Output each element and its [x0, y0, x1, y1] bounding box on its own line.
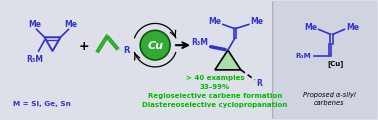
- Text: Me: Me: [208, 17, 222, 26]
- Text: +: +: [79, 40, 90, 53]
- Text: Cu: Cu: [147, 41, 163, 51]
- Text: > 40 examples: > 40 examples: [186, 75, 244, 81]
- Text: 33–99%: 33–99%: [200, 84, 230, 90]
- Text: R₃M: R₃M: [192, 38, 208, 47]
- Text: Me: Me: [304, 23, 317, 32]
- Text: Me: Me: [28, 20, 41, 29]
- Text: Diastereoselective cyclopropanation: Diastereoselective cyclopropanation: [142, 102, 288, 108]
- Text: carbenes: carbenes: [314, 100, 345, 106]
- Text: Proposed α-silyl: Proposed α-silyl: [303, 92, 356, 98]
- Text: Regioselective carbene formation: Regioselective carbene formation: [148, 93, 282, 99]
- Text: M = Si, Ge, Sn: M = Si, Ge, Sn: [12, 102, 71, 108]
- Text: Me: Me: [250, 17, 263, 26]
- Text: Me: Me: [346, 23, 359, 32]
- Text: Me: Me: [64, 20, 77, 29]
- Text: R: R: [123, 46, 130, 55]
- FancyBboxPatch shape: [273, 0, 378, 120]
- Text: R₃M: R₃M: [26, 54, 43, 63]
- Polygon shape: [215, 50, 241, 70]
- FancyBboxPatch shape: [0, 0, 277, 120]
- Text: R: R: [256, 79, 262, 88]
- Circle shape: [140, 30, 170, 60]
- Text: R₃M: R₃M: [296, 53, 311, 59]
- Text: [Cu]: [Cu]: [327, 60, 344, 67]
